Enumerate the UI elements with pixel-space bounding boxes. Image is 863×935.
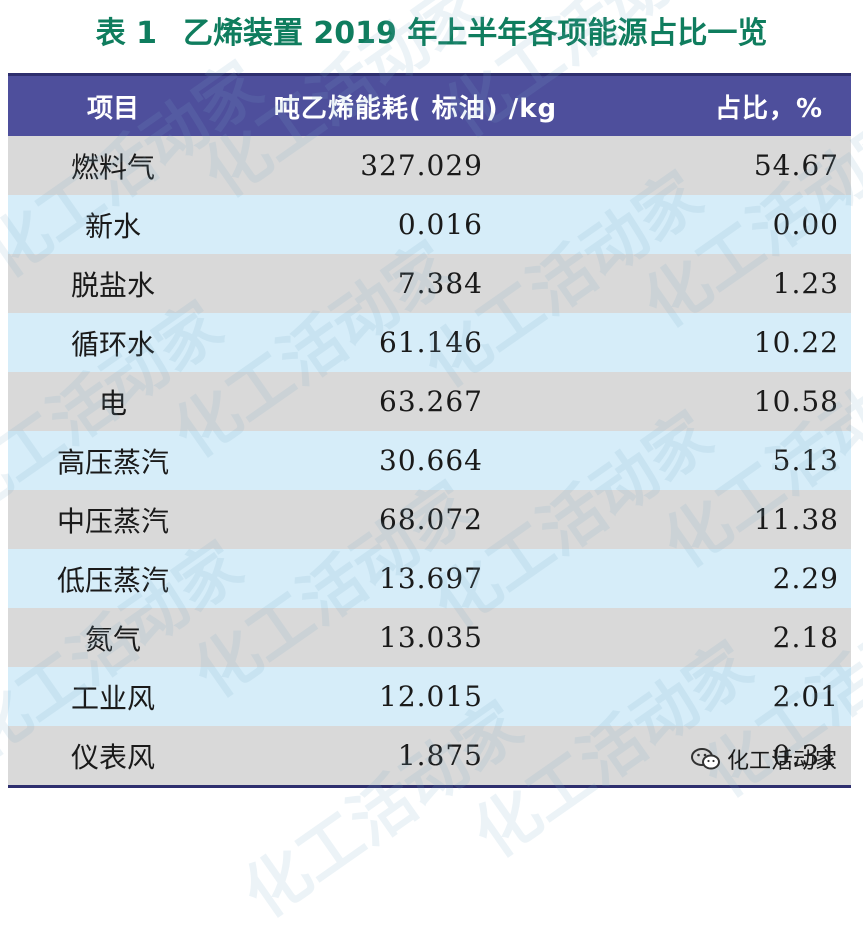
brand-badge: 化工活动家 [690, 743, 837, 775]
cell-energy: 68.072 [379, 503, 483, 536]
table-header: 项目 吨乙烯能耗( 标油) /kg 占比，% [8, 73, 851, 136]
table-body: 燃料气 327.029 54.67 新水 0.016 0.00 脱盐水 7.384 1.23 循环… [8, 136, 851, 785]
cell-energy: 1.875 [397, 739, 483, 772]
cell-item: 低压蒸汽 [56, 563, 169, 597]
cell-item: 工业风 [70, 681, 155, 715]
table-row: 电 63.267 10.58 [8, 372, 851, 431]
cell-item: 燃料气 [70, 150, 155, 184]
cell-ratio: 54.67 [753, 149, 839, 182]
wechat-icon [690, 748, 720, 770]
cell-ratio: 1.23 [772, 267, 839, 300]
header-item: 项目 [86, 93, 139, 124]
bottom-rule [8, 785, 851, 788]
cell-item: 电 [98, 386, 127, 420]
cell-ratio: 2.29 [772, 562, 839, 595]
table-row: 工业风 12.015 2.01 [8, 667, 851, 726]
table-row: 低压蒸汽 13.697 2.29 [8, 549, 851, 608]
cell-energy: 0.016 [397, 208, 483, 241]
cell-energy: 61.146 [379, 326, 483, 359]
cell-ratio: 10.58 [753, 385, 839, 418]
cell-energy: 327.029 [360, 149, 483, 182]
cell-ratio: 5.13 [772, 444, 839, 477]
table-row: 高压蒸汽 30.664 5.13 [8, 431, 851, 490]
table-row: 燃料气 327.029 54.67 [8, 136, 851, 195]
table-number: 表 1 [95, 16, 157, 51]
cell-item: 中压蒸汽 [56, 504, 169, 538]
cell-energy: 7.384 [397, 267, 483, 300]
header-ratio: 占比，% [714, 93, 823, 124]
cell-item: 脱盐水 [70, 268, 155, 302]
cell-ratio: 11.38 [753, 503, 839, 536]
cell-item: 氮气 [84, 622, 141, 656]
cell-ratio: 2.01 [772, 680, 839, 713]
table-row: 中压蒸汽 68.072 11.38 [8, 490, 851, 549]
cell-ratio: 0.31 [772, 739, 839, 772]
brand-name: 化工活动家 [726, 749, 837, 774]
table-row: 氮气 13.035 2.18 [8, 608, 851, 667]
cell-item: 新水 [84, 209, 141, 243]
cell-energy: 12.015 [379, 680, 483, 713]
energy-table: 项目 吨乙烯能耗( 标油) /kg 占比，% 燃料气 327.029 54.67 新水… [8, 73, 851, 788]
cell-ratio: 10.22 [753, 326, 839, 359]
cell-item: 仪表风 [70, 740, 155, 774]
cell-energy: 30.664 [379, 444, 483, 477]
table-row: 新水 0.016 0.00 [8, 195, 851, 254]
cell-ratio: 0.00 [772, 208, 839, 241]
table-title: 表 1 乙烯装置 2019 年上半年各项能源占比一览 [0, 6, 863, 62]
cell-ratio: 2.18 [772, 621, 839, 654]
cell-energy: 13.697 [379, 562, 483, 595]
header-energy: 吨乙烯能耗( 标油) /kg [273, 93, 558, 124]
cell-energy: 63.267 [379, 385, 483, 418]
cell-item: 高压蒸汽 [56, 445, 169, 479]
table-row: 脱盐水 7.384 1.23 [8, 254, 851, 313]
cell-energy: 13.035 [379, 621, 483, 654]
table-title-text: 乙烯装置 2019 年上半年各项能源占比一览 [182, 16, 768, 51]
table-row: 循环水 61.146 10.22 [8, 313, 851, 372]
cell-item: 循环水 [70, 327, 155, 361]
